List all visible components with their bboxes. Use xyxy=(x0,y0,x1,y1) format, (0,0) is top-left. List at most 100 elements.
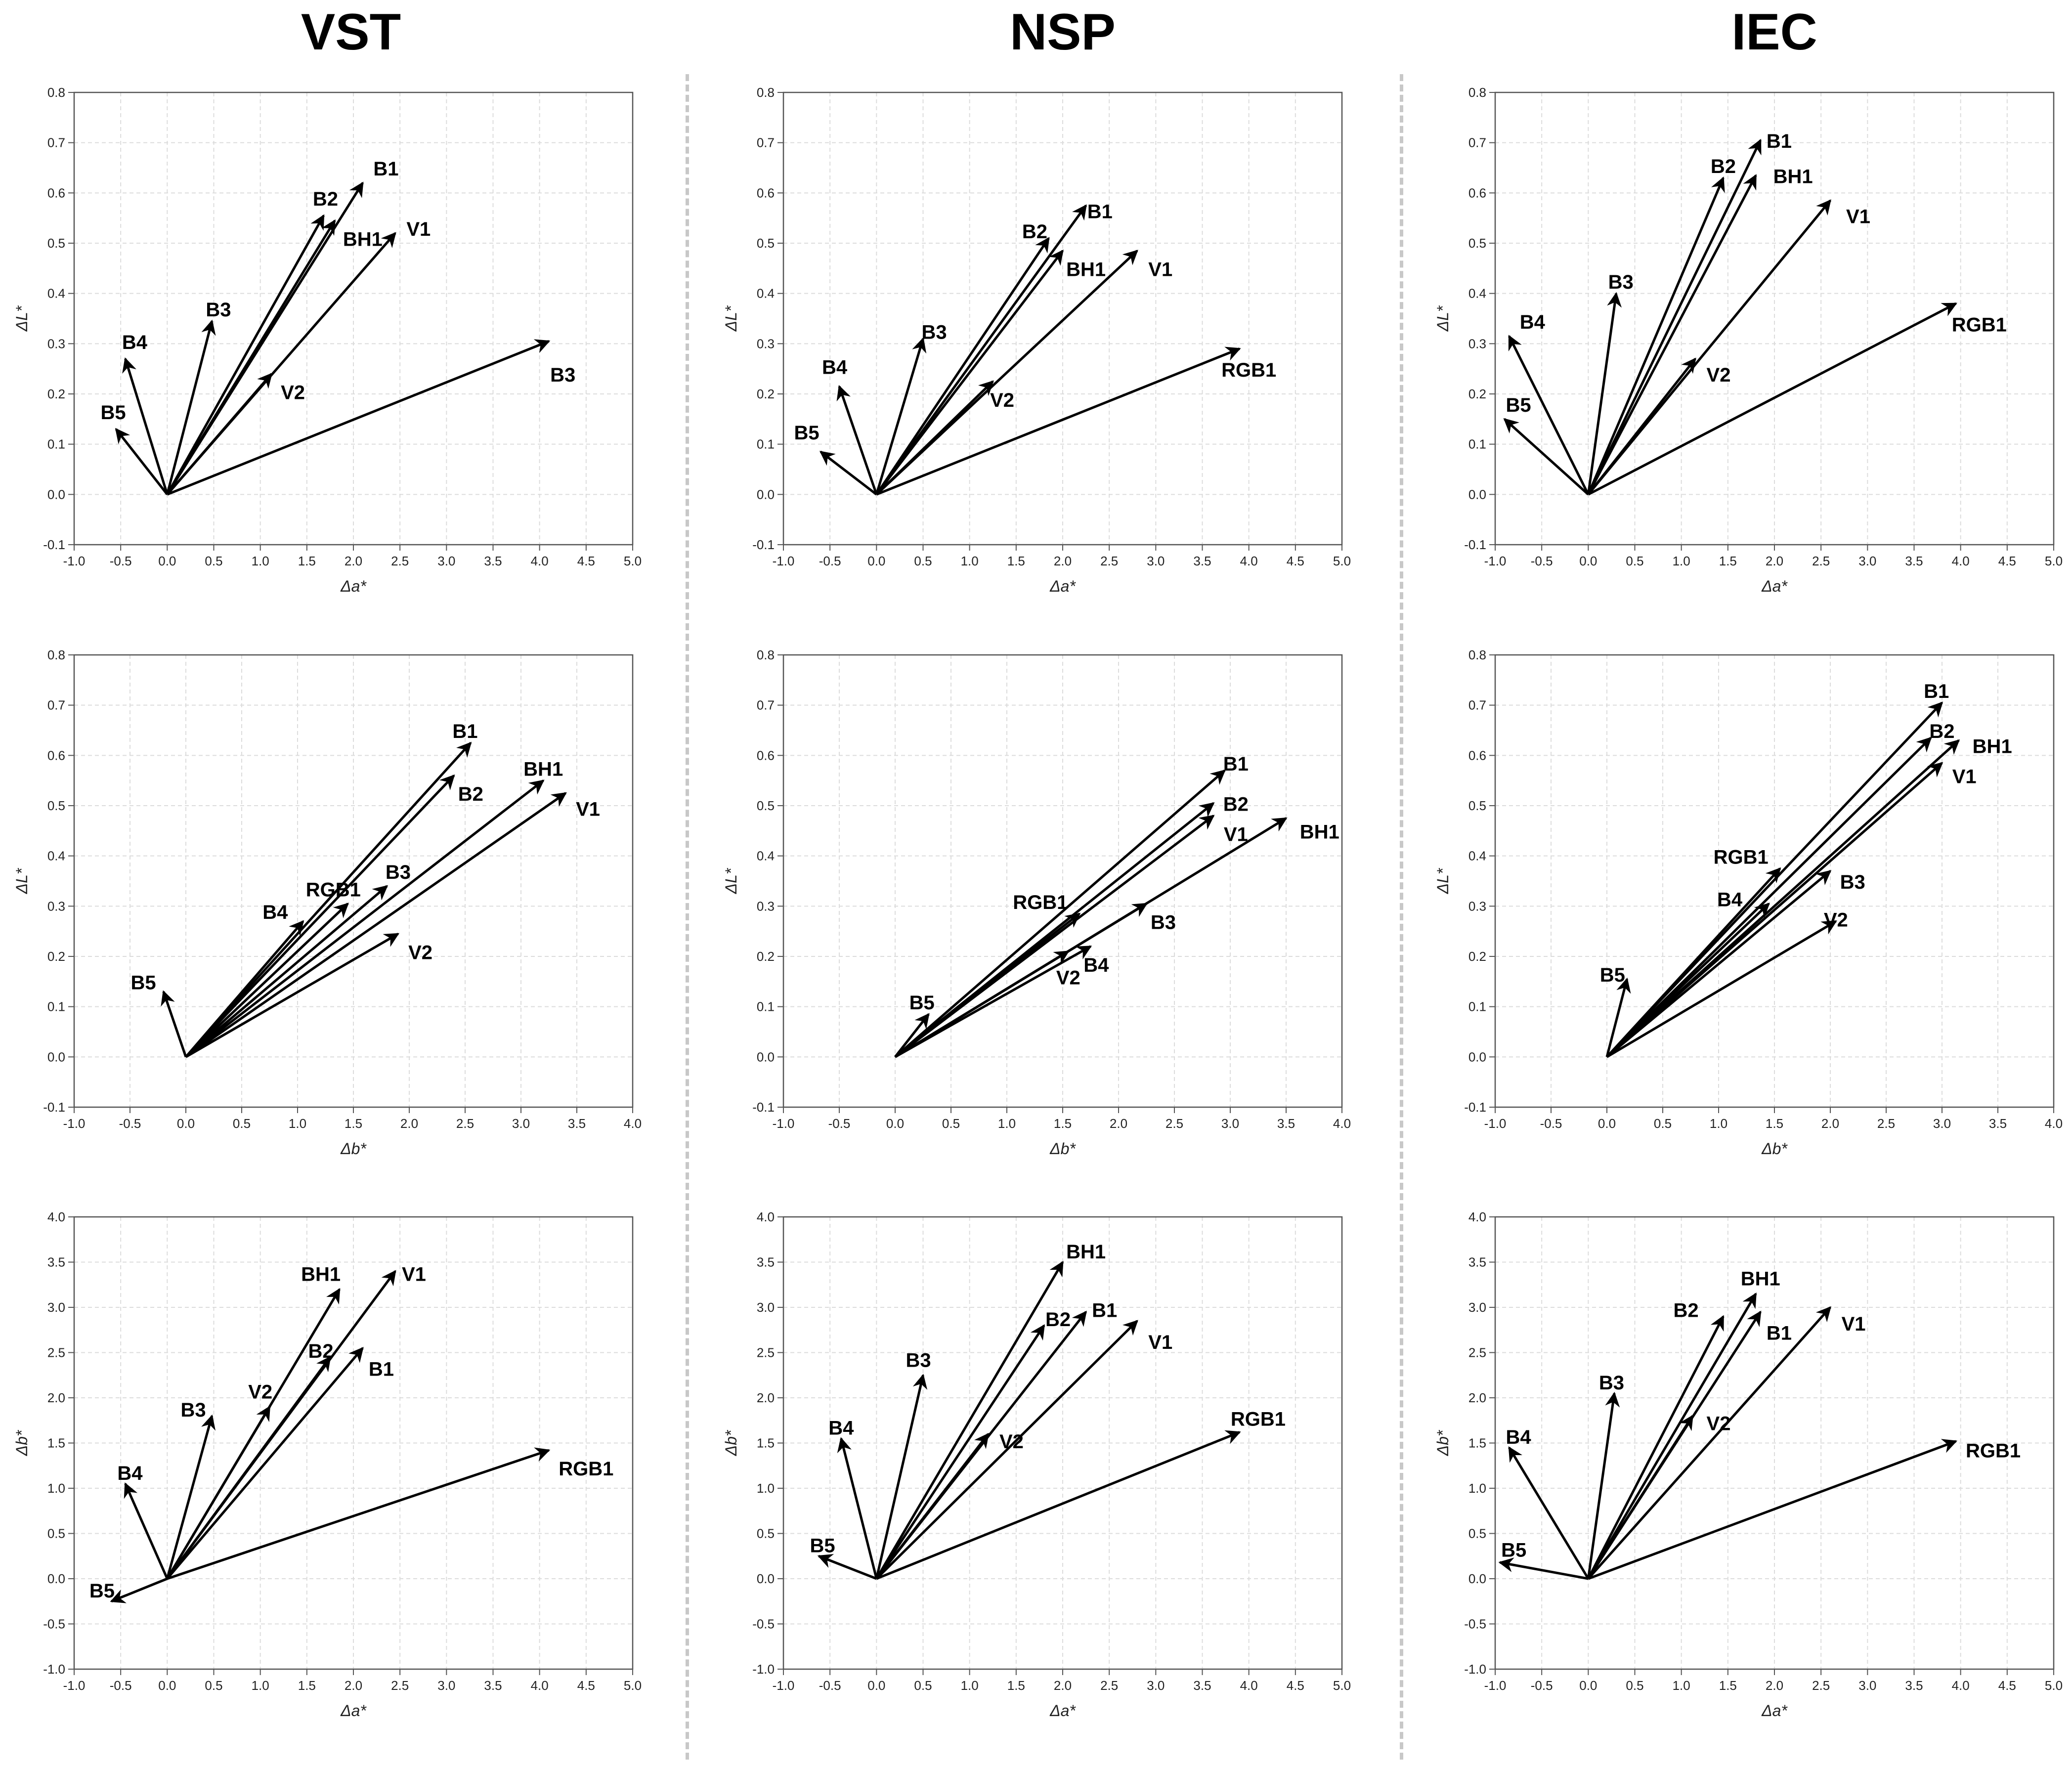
vector-label-b4: B4 xyxy=(1520,311,1546,333)
vector-bh1 xyxy=(875,249,1064,495)
y-tick-label: 0.6 xyxy=(757,748,775,763)
vector-label-b4: B4 xyxy=(1717,889,1743,911)
x-tick-label: 2.5 xyxy=(1812,554,1830,568)
vector-label-b5: B5 xyxy=(810,1535,835,1557)
vector-label-b1: B1 xyxy=(369,1359,394,1380)
vector-v2 xyxy=(166,1405,271,1580)
x-axis-label: Δb* xyxy=(1761,1140,1788,1158)
vector-label-v1: V1 xyxy=(1846,206,1870,228)
y-tick-label: 0.5 xyxy=(1468,798,1486,813)
y-tick-label: 0.8 xyxy=(47,647,65,662)
y-tick-label: 2.0 xyxy=(1468,1390,1486,1405)
column-title-iec: IEC xyxy=(1731,3,1817,61)
y-tick-label: 0.2 xyxy=(47,387,65,401)
vector-rgb1 xyxy=(876,346,1241,496)
x-tick-label: 2.0 xyxy=(345,1678,362,1693)
x-tick-label: -1.0 xyxy=(63,1116,86,1131)
vector-b5 xyxy=(161,990,187,1058)
y-tick-label: 2.5 xyxy=(757,1345,775,1360)
x-tick-label: 2.5 xyxy=(1100,554,1118,568)
x-tick-label: 0.0 xyxy=(177,1116,195,1131)
vector-label-v2: V2 xyxy=(1056,967,1080,989)
vector-v1 xyxy=(1606,762,1943,1058)
vector-label-b4: B4 xyxy=(1506,1426,1532,1448)
vector-label-v1: V1 xyxy=(1148,1332,1172,1353)
vector-label-b1: B1 xyxy=(1924,681,1949,702)
x-axis-label: Δa* xyxy=(1761,1702,1788,1720)
vector-rgb1 xyxy=(185,903,349,1058)
vector-label-b4: B4 xyxy=(117,1463,143,1484)
x-tick-label: 3.5 xyxy=(1193,554,1211,568)
vector-v2 xyxy=(1606,920,1837,1058)
vector-b2 xyxy=(1606,736,1932,1058)
vector-label-v1: V1 xyxy=(1148,259,1172,280)
vector-label-v2: V2 xyxy=(248,1381,272,1403)
vector-v1 xyxy=(185,792,567,1058)
vector-label-b5: B5 xyxy=(131,972,156,993)
x-axis-label: Δa* xyxy=(1049,577,1076,595)
y-tick-label: 0.4 xyxy=(47,849,65,863)
x-tick-label: -0.5 xyxy=(819,554,841,568)
vector-label-b4: B4 xyxy=(1083,954,1109,976)
y-axis-label: Δb* xyxy=(722,1429,740,1456)
y-tick-label: 0.7 xyxy=(47,698,65,713)
vector-b5 xyxy=(115,428,169,495)
gridlines xyxy=(783,655,1342,1107)
x-tick-label: 0.5 xyxy=(205,1678,222,1693)
y-tick-label: 0.5 xyxy=(47,1526,65,1541)
vector-b1 xyxy=(166,1347,364,1580)
x-tick-label: 1.5 xyxy=(1007,1678,1025,1693)
gridlines xyxy=(1495,92,2054,545)
x-tick-label: 0.5 xyxy=(1654,1116,1672,1131)
vector-label-v2: V2 xyxy=(999,1431,1024,1453)
y-tick-label: 0.0 xyxy=(757,1571,775,1586)
vector-label-bh1: BH1 xyxy=(1066,1241,1106,1263)
y-tick-label: 0.7 xyxy=(1468,135,1486,150)
y-tick-label: 0.0 xyxy=(757,1049,775,1064)
x-tick-label: 2.0 xyxy=(1054,554,1072,568)
vector-b4 xyxy=(124,1482,169,1580)
vector-label-b3: B3 xyxy=(550,364,575,386)
x-tick-label: 1.5 xyxy=(1007,554,1025,568)
y-tick-label: 1.5 xyxy=(1468,1436,1486,1451)
x-tick-label: 0.5 xyxy=(1626,554,1643,568)
x-tick-label: 1.0 xyxy=(998,1116,1016,1131)
vector-label-b1: B1 xyxy=(1092,1300,1117,1322)
x-tick-label: 4.5 xyxy=(1998,1678,2016,1693)
x-tick-label: -0.5 xyxy=(1531,554,1553,568)
x-tick-label: 2.0 xyxy=(1110,1116,1127,1131)
x-tick-label: 0.5 xyxy=(914,1678,932,1693)
gridlines xyxy=(783,1217,1342,1669)
x-tick-label: -0.5 xyxy=(828,1116,851,1131)
x-tick-label: 5.0 xyxy=(2045,554,2063,568)
vector-rgb1 xyxy=(1588,302,1957,496)
chart-nsp-row1: -1.0 -0.5 0.0 0.5 1.0 1.5 2.0 2.5 3.0 3.5 4.0 4.5 5.… xyxy=(722,85,1351,595)
vector-b2 xyxy=(166,214,325,495)
y-tick-label: -0.1 xyxy=(43,537,65,552)
x-tick-label: 1.5 xyxy=(1719,554,1737,568)
x-tick-label: 3.5 xyxy=(1905,554,1923,568)
vector-label-v1: V1 xyxy=(1842,1313,1866,1335)
x-tick-label: 1.5 xyxy=(1054,1116,1072,1131)
vector-v1 xyxy=(1587,1306,1831,1580)
vector-label-v1: V1 xyxy=(406,218,431,240)
vector-rgb1 xyxy=(167,1447,551,1580)
y-tick-label: 1.0 xyxy=(757,1481,775,1496)
x-tick-label: 4.0 xyxy=(1240,554,1258,568)
x-tick-label: 1.5 xyxy=(298,554,316,568)
x-tick-label: -0.5 xyxy=(110,1678,132,1693)
vector-label-v2: V2 xyxy=(1707,1413,1731,1434)
y-tick-label: 2.0 xyxy=(757,1390,775,1405)
y-tick-label: 3.0 xyxy=(757,1300,775,1315)
x-tick-label: 2.0 xyxy=(1766,554,1783,568)
vector-b4 xyxy=(185,920,304,1058)
y-tick-label: 0.4 xyxy=(757,286,775,301)
x-tick-label: 4.5 xyxy=(1287,554,1304,568)
y-tick-label: 1.0 xyxy=(47,1481,65,1496)
x-tick-label: 2.5 xyxy=(1812,1678,1830,1693)
vector-label-b3: B3 xyxy=(1151,911,1176,933)
column-title-nsp: NSP xyxy=(1010,3,1116,61)
chart-vst-row3: -1.0 -0.5 0.0 0.5 1.0 1.5 2.0 2.5 3.0 3.5 4.0 4.5 5.… xyxy=(13,1209,642,1720)
vector-label-b5: B5 xyxy=(794,422,820,444)
chart-iec-row1: -1.0 -0.5 0.0 0.5 1.0 1.5 2.0 2.5 3.0 3.5 4.0 4.5 5.… xyxy=(1434,85,2063,595)
